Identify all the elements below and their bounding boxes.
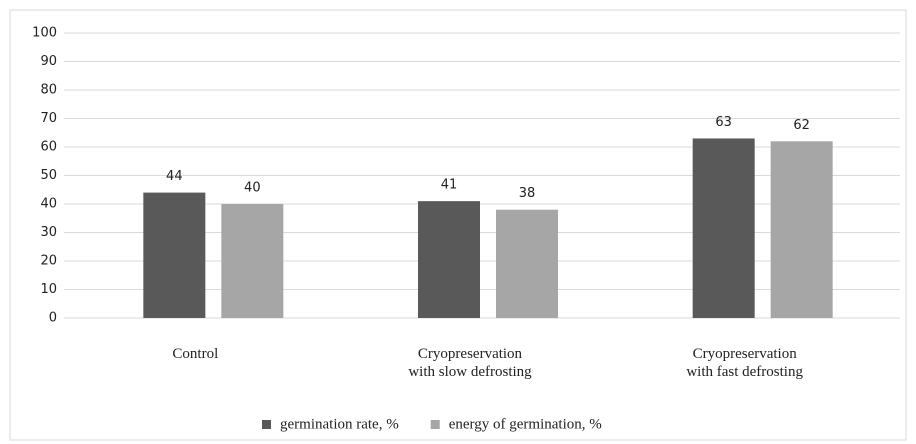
x-tick-label: Cryopreservation with slow defrosting: [408, 346, 532, 380]
bar: [143, 192, 206, 318]
bar: [496, 209, 558, 318]
x-tick-label-line: Cryopreservation: [418, 346, 523, 362]
x-tick-label: Cryopreservation with fast defrosting: [686, 346, 803, 380]
y-tick-label: 60: [40, 140, 57, 155]
data-label: 62: [793, 118, 810, 133]
bar: [692, 138, 755, 318]
y-tick-label: 90: [40, 54, 57, 69]
legend-label: energy of germination, %: [449, 416, 602, 432]
x-tick-label-line: Control: [172, 346, 218, 362]
x-tick-label: Control: [172, 346, 218, 362]
x-tick-label-line: with slow defrosting: [408, 364, 532, 380]
x-tick-label-line: with fast defrosting: [686, 364, 803, 380]
y-tick-label: 80: [40, 83, 57, 98]
data-label: 41: [441, 178, 458, 193]
legend-swatch: [262, 420, 271, 429]
data-label: 40: [244, 181, 261, 196]
legend-swatch: [430, 420, 440, 429]
data-label: 44: [166, 169, 183, 184]
y-tick-label: 100: [32, 26, 57, 41]
x-tick-label-line: Cryopreservation: [693, 346, 798, 362]
y-tick-label: 30: [40, 225, 57, 240]
data-label: 38: [519, 186, 536, 201]
y-tick-label: 20: [40, 254, 57, 269]
bar: [418, 201, 480, 318]
data-label: 63: [715, 115, 732, 130]
bar: [770, 141, 833, 318]
y-tick-label: 0: [49, 311, 57, 326]
y-tick-label: 70: [40, 111, 57, 126]
y-tick-label: 40: [40, 197, 57, 212]
y-tick-label: 50: [40, 168, 57, 183]
legend-label: germination rate, %: [280, 416, 399, 432]
y-tick-label: 10: [40, 282, 57, 297]
bar: [221, 204, 284, 318]
